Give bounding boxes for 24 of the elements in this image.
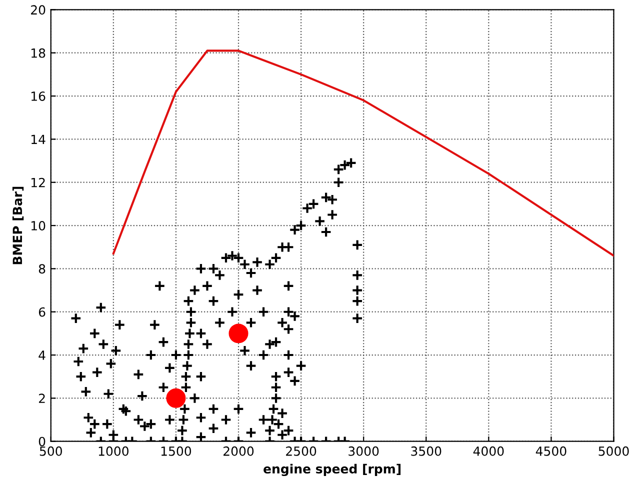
y-tick-label: 12 bbox=[31, 178, 45, 188]
x-tick-label: 1000 bbox=[98, 446, 128, 456]
x-tick-label: 2000 bbox=[224, 446, 254, 456]
y-tick-label: 14 bbox=[31, 134, 46, 144]
x-tick-label: 3500 bbox=[411, 446, 442, 456]
x-axis-title: engine speed [rpm] bbox=[264, 464, 401, 476]
x-tick-label: 500 bbox=[40, 446, 62, 456]
y-tick-label: 8 bbox=[38, 264, 46, 274]
y-tick-label: 16 bbox=[31, 92, 46, 101]
y-tick-label: 20 bbox=[31, 5, 46, 15]
y-tick-label: 4 bbox=[38, 350, 46, 360]
y-tick-label: 18 bbox=[31, 48, 46, 58]
x-tick-label: 5000 bbox=[598, 446, 629, 456]
y-tick-label: 0 bbox=[38, 436, 46, 446]
y-tick-label: 6 bbox=[38, 307, 46, 317]
x-tick-label: 4000 bbox=[473, 446, 504, 456]
y-tick-label: 2 bbox=[38, 394, 45, 403]
x-tick-label: 1500 bbox=[161, 446, 192, 456]
x-tick-label: 2500 bbox=[286, 446, 316, 456]
x-tick-label: 4500 bbox=[536, 446, 566, 456]
x-tick-label: 3000 bbox=[348, 446, 379, 456]
y-axis-title: BMEP [Bar] bbox=[12, 186, 24, 264]
line-series bbox=[112, 50, 614, 257]
y-tick-label: 10 bbox=[31, 220, 46, 230]
